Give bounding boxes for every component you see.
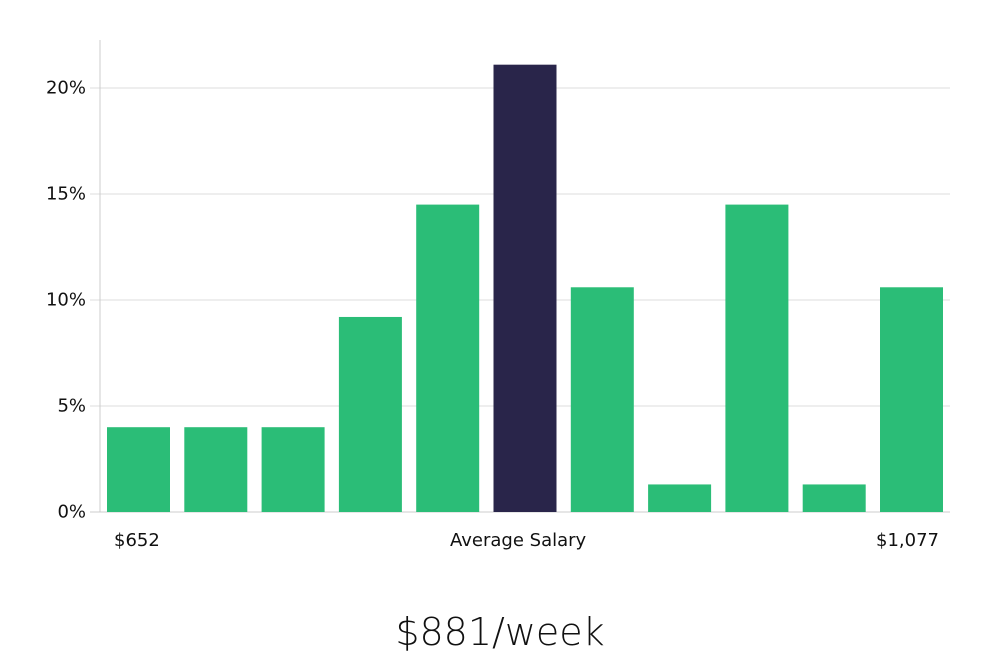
max-salary-label: $1,077 xyxy=(876,530,939,551)
histogram-bar xyxy=(338,316,402,512)
histogram-bar xyxy=(107,427,170,512)
histogram-bar xyxy=(802,484,866,512)
average-bar xyxy=(493,64,557,513)
y-tick-label: 5% xyxy=(57,395,86,417)
histogram-bar xyxy=(261,427,325,512)
y-tick-label: 10% xyxy=(45,289,86,311)
y-tick-label: 20% xyxy=(45,77,86,99)
min-salary-label: $652 xyxy=(114,530,160,551)
histogram-bar xyxy=(416,204,480,512)
histogram-bar xyxy=(725,204,789,512)
histogram-bar xyxy=(570,287,634,512)
y-tick-label: 15% xyxy=(45,183,86,205)
chart-canvas xyxy=(90,40,950,513)
salary-histogram: 0% 5% 10% 15% 20% $652 Average Salary $1,077 xyxy=(45,40,950,551)
average-salary-label: Average Salary xyxy=(450,530,587,551)
average-weekly-salary: $881/week xyxy=(395,610,605,654)
histogram-bar xyxy=(880,287,943,512)
histogram-bar xyxy=(184,427,248,512)
y-tick-label: 0% xyxy=(57,501,86,523)
histogram-bar xyxy=(648,484,712,512)
